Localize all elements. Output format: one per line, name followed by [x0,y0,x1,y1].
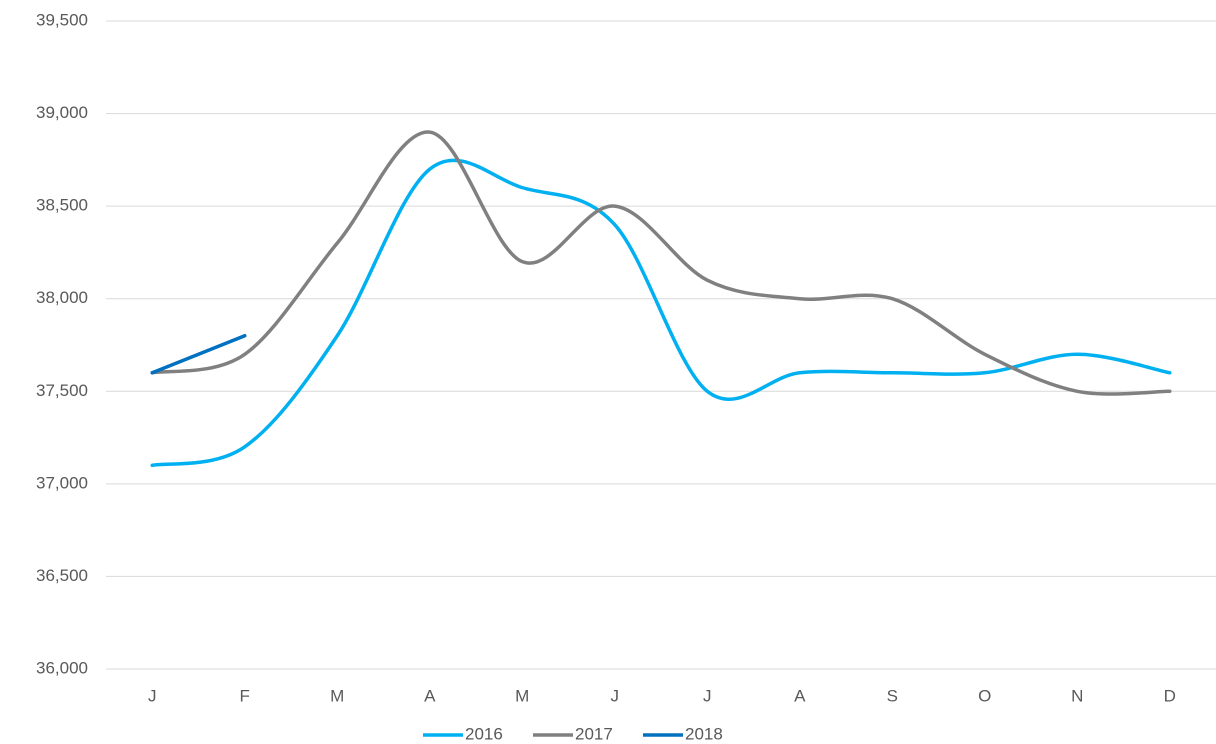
y-tick-label: 36,500 [36,566,88,585]
x-tick-label: S [887,686,898,705]
x-tick-label: M [515,686,529,705]
y-tick-label: 37,500 [36,381,88,400]
y-tick-label: 39,500 [36,10,88,29]
x-tick-label: J [148,686,157,705]
x-tick-label: F [240,686,250,705]
y-tick-label: 39,000 [36,103,88,122]
y-tick-label: 37,000 [36,473,88,492]
series-line [150,333,247,375]
x-tick-label: O [978,686,991,705]
x-tick-label: A [424,686,436,705]
series-line [150,158,1172,468]
series-line [150,130,1172,396]
x-tick-label: D [1164,686,1176,705]
y-tick-label: 38,000 [36,288,88,307]
x-tick-label: J [611,686,620,705]
legend-label: 2017 [575,724,613,743]
legend-label: 2016 [465,724,503,743]
y-tick-label: 36,000 [36,658,88,677]
x-tick-label: A [794,686,806,705]
x-tick-label: M [330,686,344,705]
x-tick-label: N [1071,686,1083,705]
x-tick-label: J [703,686,712,705]
y-tick-label: 38,500 [36,196,88,215]
legend-label: 2018 [685,724,723,743]
